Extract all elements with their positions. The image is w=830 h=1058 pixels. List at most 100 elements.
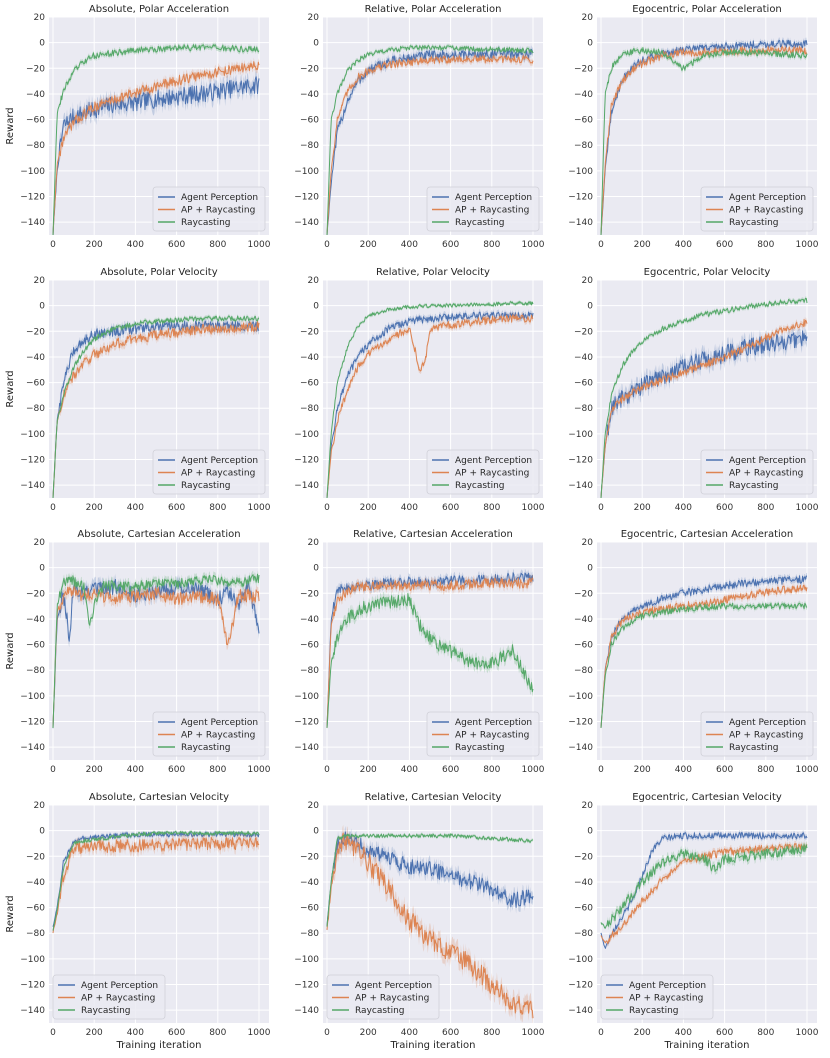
series-line xyxy=(52,585,260,729)
x-tick-label: 200 xyxy=(86,765,103,775)
legend-box xyxy=(700,449,814,495)
y-tick-label: −100 xyxy=(568,167,593,177)
legend-label: AP + Raycasting xyxy=(729,731,803,741)
x-tick-label: 200 xyxy=(634,765,651,775)
y-tick-label: −60 xyxy=(574,641,593,651)
y-tick-label: −120 xyxy=(294,193,319,203)
y-tick-label: −140 xyxy=(20,218,45,228)
x-tick-label: 200 xyxy=(360,240,377,250)
series-line xyxy=(52,321,260,498)
y-tick-label: −20 xyxy=(300,589,319,599)
legend: Agent Perception AP + Raycasting Raycastin… xyxy=(426,449,540,495)
y-tick-label: 0 xyxy=(313,827,319,837)
legend: Agent Perception AP + Raycasting Raycastin… xyxy=(700,186,814,232)
y-tick-label: −140 xyxy=(294,481,319,491)
x-tick-label: 200 xyxy=(634,240,651,250)
legend: Agent Perception AP + Raycasting Raycastin… xyxy=(600,974,714,1020)
y-tick-label: −100 xyxy=(20,167,45,177)
legend-label: Agent Perception xyxy=(729,193,806,203)
series-line xyxy=(52,830,260,931)
x-tick-label: 600 xyxy=(168,503,185,513)
y-tick-label: −120 xyxy=(20,718,45,728)
y-tick-label: 20 xyxy=(308,276,320,286)
y-axis-label: Reward xyxy=(5,370,16,407)
subplot-title: Absolute, Cartesian Acceleration xyxy=(77,529,240,540)
legend-label: Agent Perception xyxy=(455,193,532,203)
y-tick-label: −20 xyxy=(574,64,593,74)
legend-box xyxy=(700,186,814,232)
x-tick-label: 600 xyxy=(716,503,733,513)
subplot-title: Egocentric, Polar Velocity xyxy=(644,267,771,278)
y-tick-label: −60 xyxy=(574,379,593,389)
x-axis-label: Training iteration xyxy=(390,1040,476,1051)
x-tick-label: 0 xyxy=(598,503,604,513)
y-tick-label: −60 xyxy=(574,116,593,126)
y-tick-label: −100 xyxy=(294,692,319,702)
x-tick-label: 800 xyxy=(483,240,500,250)
x-tick-label: 0 xyxy=(50,240,56,250)
legend-label: AP + Raycasting xyxy=(729,469,803,479)
series-line xyxy=(326,832,534,1019)
y-tick-label: −120 xyxy=(568,456,593,466)
y-tick-label: −40 xyxy=(26,878,45,888)
series-line xyxy=(52,76,260,235)
series-line xyxy=(326,48,534,235)
legend-box xyxy=(152,449,266,495)
x-tick-label: 1000 xyxy=(522,1028,545,1038)
series-line xyxy=(600,575,807,728)
series-line xyxy=(52,320,260,498)
series-line xyxy=(600,584,808,728)
y-tick-label: −20 xyxy=(26,64,45,74)
y-tick-label: −140 xyxy=(294,1006,319,1016)
series-line xyxy=(326,593,534,728)
x-tick-label: 0 xyxy=(324,1028,330,1038)
x-tick-label: 1000 xyxy=(248,240,271,250)
y-axis-label: Reward xyxy=(5,107,16,144)
y-tick-label: −40 xyxy=(574,878,593,888)
legend-label: Raycasting xyxy=(455,743,505,753)
legend: Agent Perception AP + Raycasting Raycastin… xyxy=(326,974,440,1020)
y-tick-label: −60 xyxy=(26,641,45,651)
series-line xyxy=(600,39,808,235)
legend-label: AP + Raycasting xyxy=(455,731,529,741)
y-tick-label: −20 xyxy=(300,327,319,337)
legend-label: Agent Perception xyxy=(729,456,806,466)
legend-label: Raycasting xyxy=(729,743,779,753)
y-tick-label: −100 xyxy=(294,167,319,177)
y-tick-label: −80 xyxy=(300,404,319,414)
y-tick-label: −40 xyxy=(300,90,319,100)
y-tick-label: −60 xyxy=(300,904,319,914)
y-tick-label: 0 xyxy=(587,564,593,574)
x-tick-label: 1000 xyxy=(522,503,545,513)
y-tick-label: 20 xyxy=(582,276,594,286)
y-tick-label: 20 xyxy=(308,13,320,23)
y-tick-label: −140 xyxy=(568,218,593,228)
y-tick-label: −100 xyxy=(20,955,45,965)
legend-label: Raycasting xyxy=(181,743,231,753)
y-tick-label: −120 xyxy=(20,193,45,203)
x-tick-label: 400 xyxy=(675,1028,692,1038)
legend-box xyxy=(700,711,814,757)
series-line xyxy=(52,579,260,729)
subplot-title: Relative, Cartesian Acceleration xyxy=(353,529,513,540)
y-tick-label: −140 xyxy=(568,1006,593,1016)
y-tick-label: −60 xyxy=(26,904,45,914)
y-tick-label: −140 xyxy=(568,743,593,753)
y-tick-label: −60 xyxy=(300,379,319,389)
y-tick-label: −20 xyxy=(574,327,593,337)
legend-box xyxy=(152,186,266,232)
legend: Agent Perception AP + Raycasting Raycastin… xyxy=(152,449,266,495)
y-tick-label: 20 xyxy=(34,538,46,548)
y-tick-label: −100 xyxy=(20,692,45,702)
series-line xyxy=(600,843,808,929)
x-tick-label: 600 xyxy=(716,765,733,775)
y-tick-label: −40 xyxy=(574,615,593,625)
y-tick-label: −20 xyxy=(300,852,319,862)
y-tick-label: −80 xyxy=(26,404,45,414)
